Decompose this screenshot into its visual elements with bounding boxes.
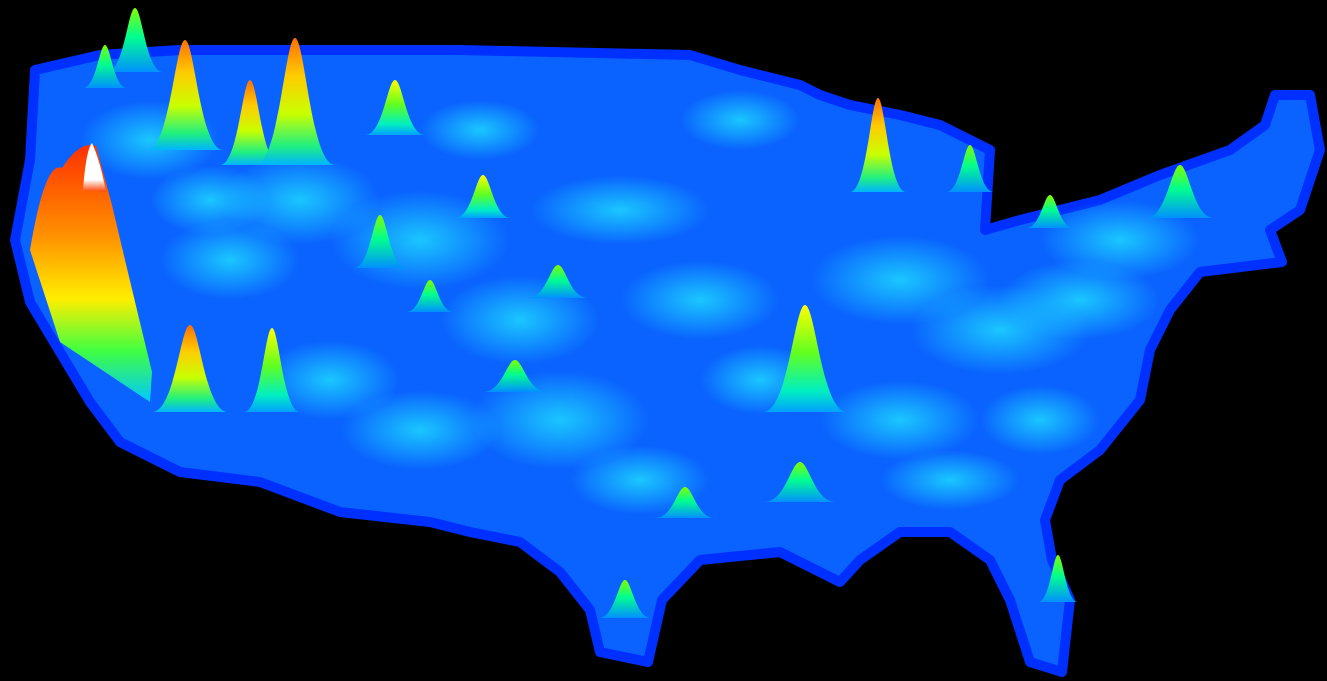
- shading: [980, 385, 1100, 455]
- shading: [680, 90, 800, 150]
- surface-map: [0, 0, 1327, 681]
- shading: [420, 100, 540, 160]
- shading: [530, 175, 710, 245]
- page-body: (() => { const svg = document.getElement…: [0, 0, 1327, 681]
- shading: [150, 165, 270, 235]
- shading: [440, 275, 600, 365]
- shading: [880, 450, 1020, 510]
- shading: [820, 380, 980, 460]
- page: Surface map {} html, body { margin: 0; p…: [0, 0, 1327, 681]
- shading: [620, 260, 780, 340]
